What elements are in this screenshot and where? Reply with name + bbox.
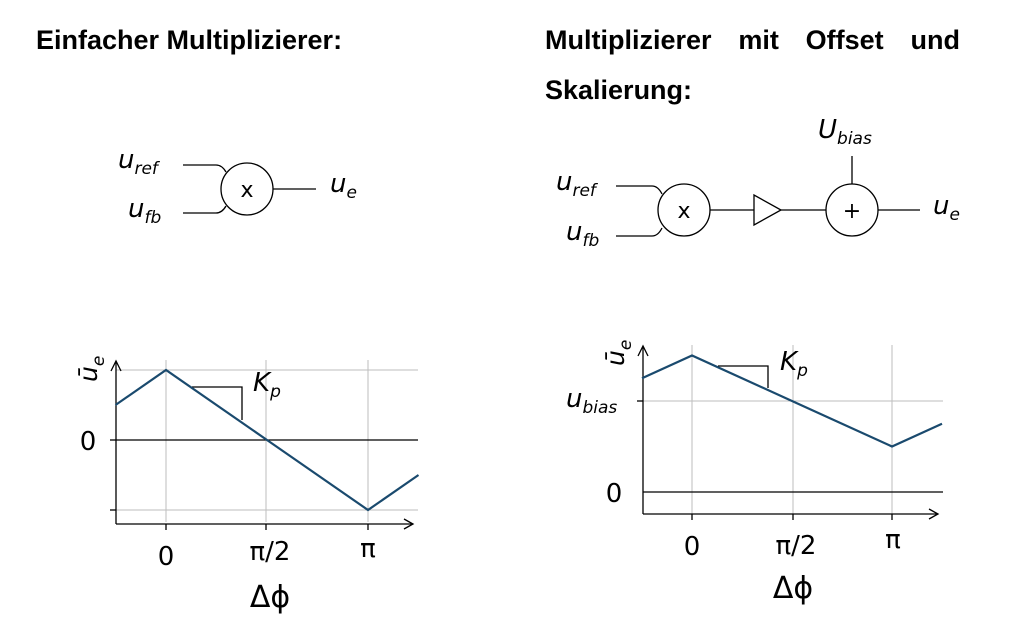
label-U-bias: Ubias — [818, 115, 872, 149]
title-word: mit — [738, 25, 779, 55]
series-line — [641, 354, 943, 448]
y-tick-label-bias: ubias — [566, 384, 617, 418]
x-tick-label-pi2: π/2 — [776, 531, 817, 561]
x-tick-label-0: 0 — [684, 532, 701, 562]
title-word: und — [910, 25, 960, 55]
y-axis-arrow — [110, 359, 122, 372]
chart-axes — [637, 344, 943, 520]
multiplier-symbol: x — [677, 199, 690, 224]
title-word: Multiplizierer — [545, 25, 712, 55]
input-wire-ref — [183, 164, 227, 173]
title-word: Skalierung: — [545, 75, 693, 105]
input-wire-fb — [183, 205, 227, 214]
x-axis-arrow — [403, 518, 415, 530]
label-u-fb: ufb — [566, 217, 599, 251]
title-simple-multiplier: Einfacher Multiplizierer: — [36, 25, 343, 55]
chart-simple — [110, 359, 420, 530]
block-diagram-simple — [183, 162, 316, 216]
slope-triangle-kp — [718, 365, 769, 388]
title-word: Offset — [805, 25, 884, 55]
x-tick-label-pi: π — [360, 534, 376, 564]
gain-block — [753, 193, 783, 227]
label-u-ref: uref — [556, 167, 599, 201]
x-axis-label: Δϕ — [773, 571, 813, 606]
label-u-ref: uref — [118, 145, 161, 179]
title-multiplier-offset-scaling: Multiplizierer mit Offset und Skalierung… — [545, 15, 960, 115]
x-tick-label-pi2: π/2 — [250, 537, 291, 567]
kp-annotation: Kp — [253, 368, 281, 402]
adder-symbol: + — [843, 199, 861, 224]
block-diagram-offset — [616, 156, 920, 237]
x-tick-label-0: 0 — [158, 542, 175, 572]
series-line — [114, 368, 420, 512]
y-tick-label-0: 0 — [606, 479, 623, 509]
label-u-e: ue — [330, 169, 357, 203]
x-tick-label-pi: π — [885, 525, 901, 555]
slope-triangle-kp — [192, 386, 243, 420]
x-axis-label: Δϕ — [250, 580, 290, 615]
kp-annotation: Kp — [780, 347, 808, 381]
y-axis-arrow — [637, 344, 649, 357]
label-u-e: ue — [933, 191, 960, 225]
y-axis-label: ūe — [74, 356, 109, 382]
label-u-fb: ufb — [128, 194, 161, 228]
multiplier-symbol: x — [240, 178, 253, 203]
input-wire-fb — [616, 227, 663, 237]
chart-offset — [637, 344, 943, 520]
y-tick-label-0: 0 — [80, 427, 97, 457]
y-axis-label: ūe — [601, 340, 636, 366]
input-wire-ref — [616, 185, 663, 195]
x-axis-arrow — [928, 508, 940, 520]
